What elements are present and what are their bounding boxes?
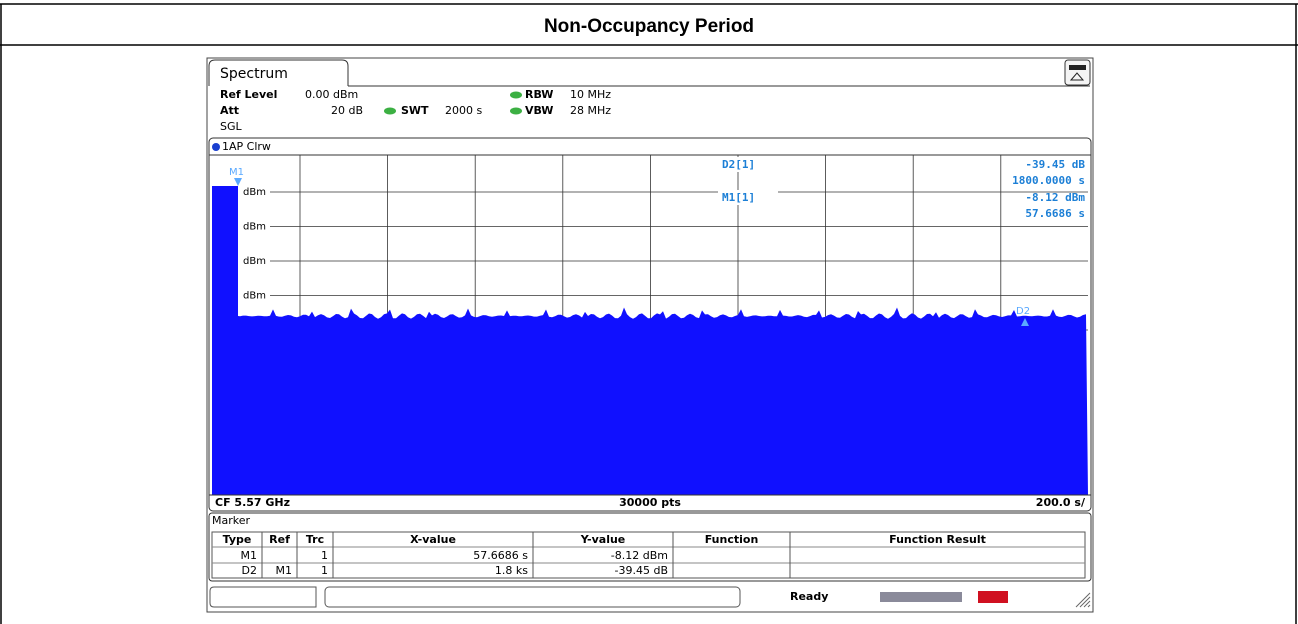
readout-name: M1[1] <box>722 191 755 204</box>
footer-points: 30000 pts <box>619 496 681 509</box>
status-dot <box>510 107 522 115</box>
marker-title: Marker <box>212 514 250 527</box>
setting-value: 10 MHz <box>570 88 611 101</box>
table-header: Function <box>705 533 759 546</box>
status-box <box>324 586 741 608</box>
y-label: dBm <box>243 291 266 302</box>
readout-value: -8.12 dBm <box>1025 191 1085 204</box>
marker-table <box>211 531 1086 579</box>
table-cell: 1 <box>321 564 328 577</box>
trace <box>212 186 1088 495</box>
marker-triangle <box>1021 318 1029 326</box>
logo <box>978 591 1008 603</box>
table-cell: 57.6686 s <box>473 549 528 562</box>
footer-span: 200.0 s/ <box>1036 496 1086 509</box>
table-cell: M1 <box>276 564 293 577</box>
status-text: Ready <box>790 590 828 603</box>
display-icon-tri <box>1069 72 1085 81</box>
setting-value: 2000 s <box>445 104 482 117</box>
table-header: Type <box>223 533 252 546</box>
trace-label: 1AP Clrw <box>222 140 271 153</box>
table-header: X-value <box>410 533 456 546</box>
trace-dot <box>212 143 220 151</box>
table-cell: M1 <box>241 549 258 562</box>
marker-label: D2 <box>1016 306 1030 317</box>
readout-bg <box>718 190 778 205</box>
marker-triangle <box>234 178 242 186</box>
resize-grip <box>1075 592 1091 608</box>
readout-x: 1800.0000 s <box>1012 174 1085 187</box>
table-cell: -8.12 dBm <box>611 549 668 562</box>
y-label: dBm <box>243 187 266 198</box>
y-label: dBm <box>243 256 266 267</box>
tab-label: Spectrum <box>220 66 288 82</box>
display-icon-bar <box>1069 65 1086 70</box>
setting-value: 28 MHz <box>570 104 611 117</box>
tab <box>208 59 349 86</box>
table-cell: D2 <box>242 564 257 577</box>
setting-label: VBW <box>525 104 553 117</box>
status-dot <box>510 91 522 99</box>
setting-value: SGL <box>220 120 243 133</box>
footer-cf: CF 5.57 GHz <box>215 496 290 509</box>
table-header: Trc <box>306 533 324 546</box>
resize-grip <box>1079 596 1091 608</box>
display-icon <box>1064 59 1091 86</box>
table-cell: 1 <box>321 549 328 562</box>
y-label: dBm <box>243 222 266 233</box>
table-header: Ref <box>269 533 290 546</box>
setting-value: 0.00 dBm <box>305 88 358 101</box>
readout-name: D2[1] <box>722 158 755 171</box>
setting-label: Att <box>220 104 239 117</box>
progress-bar <box>880 592 962 602</box>
table-header: Y-value <box>580 533 626 546</box>
readout-x: 57.6686 s <box>1025 207 1085 220</box>
setting-label: SWT <box>401 104 429 117</box>
resize-grip <box>1083 600 1091 608</box>
header-title: Non-Occupancy Period <box>544 16 754 37</box>
readout-value: -39.45 dB <box>1025 158 1085 171</box>
status-dot <box>384 107 396 115</box>
marker-label: M1 <box>229 167 244 178</box>
table-cell: 1.8 ks <box>495 564 528 577</box>
setting-label: RBW <box>525 88 553 101</box>
setting-label: Ref Level <box>220 88 277 101</box>
table-cell: -39.45 dB <box>615 564 669 577</box>
resize-grip <box>1087 604 1091 608</box>
readout-bg <box>718 157 778 172</box>
table-header: Function Result <box>889 533 986 546</box>
status-box <box>209 586 317 608</box>
setting-value: 20 dB <box>331 104 363 117</box>
